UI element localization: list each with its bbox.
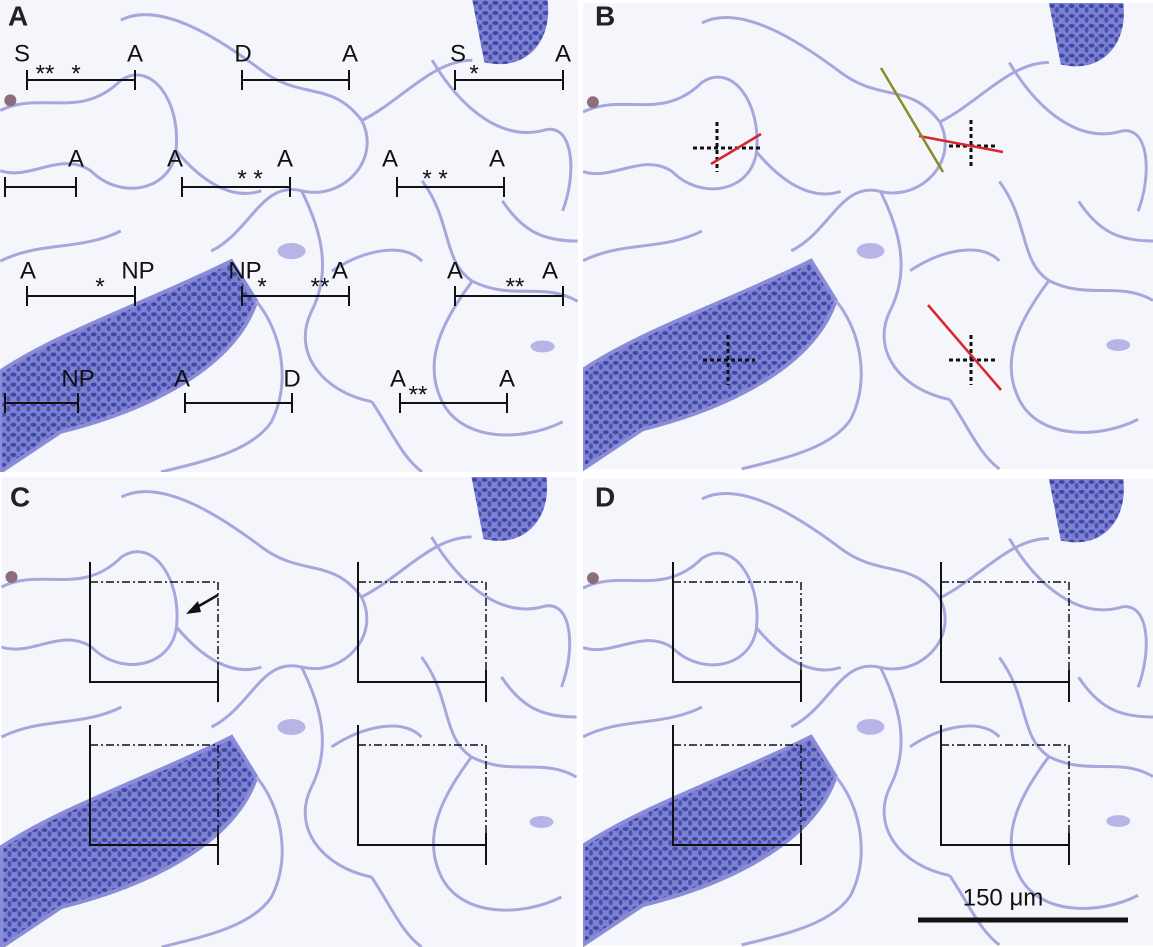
micrograph xyxy=(583,3,1153,469)
annotation: A xyxy=(447,257,463,284)
annotation: A xyxy=(174,365,190,392)
panel-b: B xyxy=(583,0,1153,469)
annotation: A xyxy=(167,145,183,172)
annotation: * * xyxy=(237,165,262,192)
figure: A S***ADAS*AAA* *AA* *AA*NPNP***AA**ANPA… xyxy=(0,0,1153,947)
annotation: NP xyxy=(121,257,154,284)
annotation: A xyxy=(277,145,293,172)
annotation: * * xyxy=(422,165,447,192)
annotation: S xyxy=(14,40,30,67)
panel-d: D 150 μm xyxy=(583,479,1153,945)
annotation: A xyxy=(68,145,84,172)
panel-c: C xyxy=(2,477,577,947)
micrograph xyxy=(0,0,577,472)
scale-label: 150 μm xyxy=(963,884,1044,911)
panel-label: C xyxy=(10,481,30,512)
annotation: * xyxy=(71,60,80,87)
panel-label: D xyxy=(595,481,615,512)
panel-label: A xyxy=(8,0,28,31)
annotation: A xyxy=(127,40,143,67)
annotation: A xyxy=(555,40,571,67)
annotation: S xyxy=(450,40,466,67)
annotation: A xyxy=(390,365,406,392)
annotation: A xyxy=(342,40,358,67)
annotation: A xyxy=(20,257,36,284)
micrograph xyxy=(2,477,577,947)
micrograph xyxy=(583,479,1153,945)
annotation: ** xyxy=(409,381,428,408)
annotation: A xyxy=(499,365,515,392)
annotation: ** xyxy=(36,60,55,87)
page: A S***ADAS*AAA* *AA* *AA*NPNP***AA**ANPA… xyxy=(0,0,1153,947)
annotation: A xyxy=(332,257,348,284)
annotation: A xyxy=(382,145,398,172)
annotation: A xyxy=(489,145,505,172)
annotation: A xyxy=(542,257,558,284)
panel-label: B xyxy=(595,0,615,31)
annotation: NP xyxy=(61,365,94,392)
annotation: D xyxy=(234,40,251,67)
annotation: * xyxy=(469,60,478,87)
annotation: D xyxy=(283,365,300,392)
